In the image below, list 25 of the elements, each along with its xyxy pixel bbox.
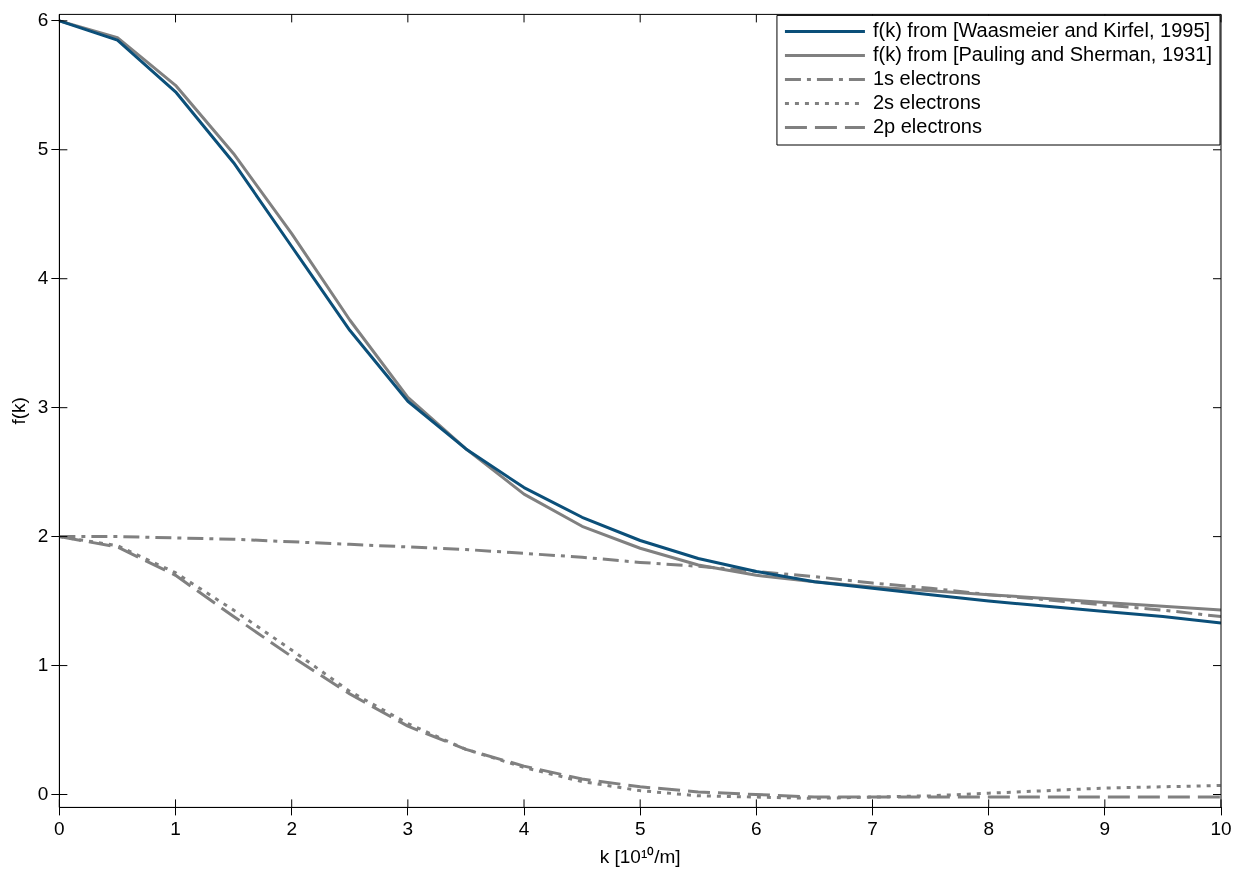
x-tick-label: 5	[634, 818, 646, 840]
x-tick-label: 6	[751, 818, 762, 840]
x-tick-label: 3	[402, 818, 414, 840]
legend-label: 1s electrons	[872, 66, 981, 89]
y-axis-title: f(k)	[7, 397, 29, 425]
y-tick-label: 5	[37, 138, 49, 160]
x-axis-title: k [10¹⁰/m]	[599, 845, 681, 867]
y-tick-label: 4	[37, 266, 49, 288]
x-tick-label: 10	[1210, 818, 1232, 840]
y-tick-label: 3	[37, 395, 49, 417]
x-tick-label: 0	[54, 818, 65, 840]
y-tick-label: 0	[37, 782, 49, 804]
legend-label: 2s electrons	[872, 90, 981, 113]
y-tick-label: 6	[37, 9, 49, 31]
legend-label: 2p electrons	[872, 114, 982, 137]
x-tick-label: 4	[518, 818, 530, 840]
x-tick-label: 2	[286, 818, 297, 840]
text: f(k) from [Waasmeier and Kirfel, 1995]	[872, 18, 1211, 41]
legend-label: f(k) from [Pauling and Sherman, 1931]	[872, 42, 1212, 65]
x-tick-label: 7	[867, 818, 878, 840]
y-tick-label: 2	[37, 524, 49, 546]
x-tick-label: 9	[1099, 818, 1111, 840]
x-tick-label: 1	[170, 818, 181, 840]
y-tick-label: 1	[37, 653, 49, 675]
x-tick-label: 8	[983, 818, 994, 840]
